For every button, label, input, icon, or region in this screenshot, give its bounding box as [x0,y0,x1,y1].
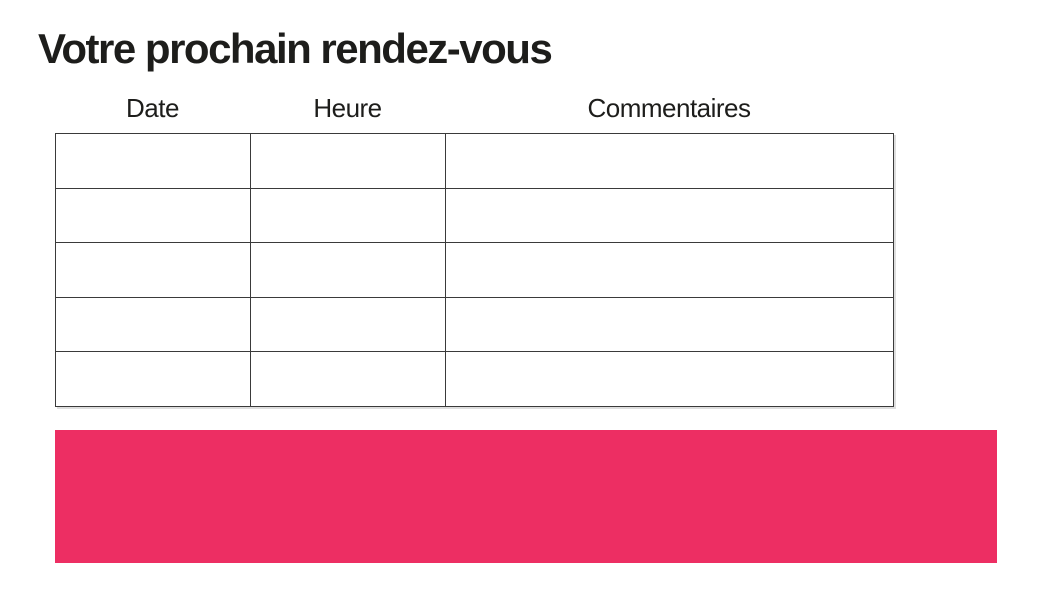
table-row [55,242,894,298]
table-cell [445,351,894,407]
table-cell [250,296,446,353]
table-cell [250,187,446,244]
table-row [55,296,894,353]
highlight-banner [55,430,997,563]
table-cell [55,296,251,353]
table-cell [55,351,251,407]
appointments-table [55,133,894,407]
table-cell [250,133,446,189]
table-cell [445,133,894,189]
table-row [55,187,894,244]
appointments-table-body [55,133,894,407]
table-row [55,133,894,189]
table-cell [445,296,894,353]
page-title: Votre prochain rendez-vous [38,25,553,72]
table-cell [55,133,251,189]
column-header-commentaires: Commentaires [587,93,751,123]
table-cell [55,187,251,244]
table-cell [55,242,251,298]
column-header-heure: Heure [313,93,382,123]
table-cell [445,187,894,244]
table-cell [445,242,894,298]
table-row [55,351,894,407]
table-header-row: Date Heure Commentaires [55,93,893,124]
table-cell [250,242,446,298]
column-header-date: Date [126,93,179,123]
table-cell [250,351,446,407]
